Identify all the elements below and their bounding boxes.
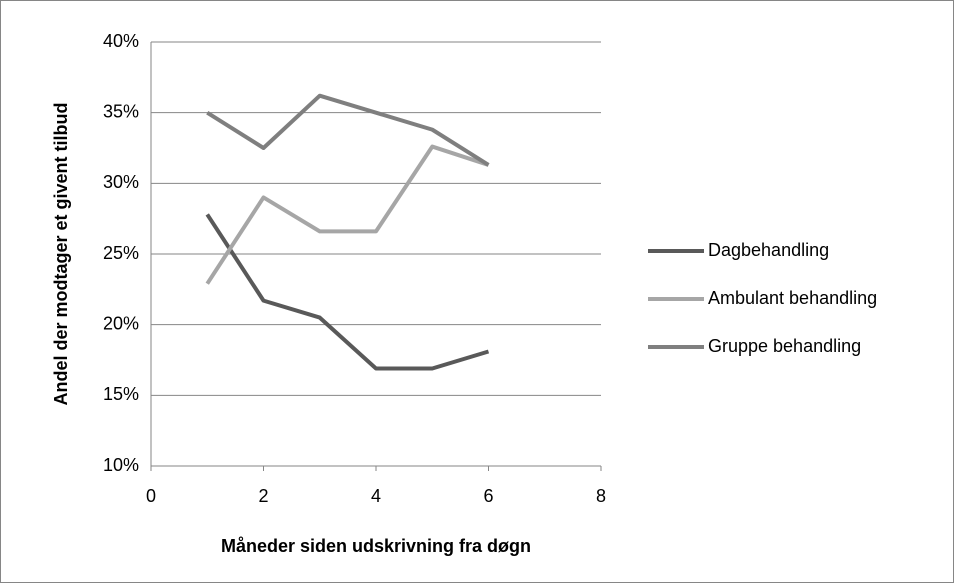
y-tick-label: 15% <box>103 384 139 404</box>
legend-label: Dagbehandling <box>708 240 829 260</box>
x-tick-label: 2 <box>258 486 268 506</box>
line-series <box>206 93 490 167</box>
legend-label: Gruppe behandling <box>708 336 861 356</box>
x-tick-label: 0 <box>146 486 156 506</box>
y-tick-label: 20% <box>103 313 139 333</box>
y-axis-title: Andel der modtager et givent tilbud <box>51 102 71 405</box>
y-tick-label: 10% <box>103 455 139 475</box>
x-tick-label: 8 <box>596 486 606 506</box>
y-tick-label: 40% <box>103 31 139 51</box>
legend-label: Ambulant behandling <box>708 288 877 308</box>
x-tick-label: 6 <box>483 486 493 506</box>
x-tick-label: 4 <box>371 486 381 506</box>
y-tick-label: 25% <box>103 243 139 263</box>
x-axis-title: Måneder siden udskrivning fra døgn <box>221 536 531 556</box>
line-series <box>205 144 490 285</box>
line-series <box>205 213 490 371</box>
y-tick-label: 35% <box>103 101 139 121</box>
y-tick-label: 30% <box>103 172 139 192</box>
